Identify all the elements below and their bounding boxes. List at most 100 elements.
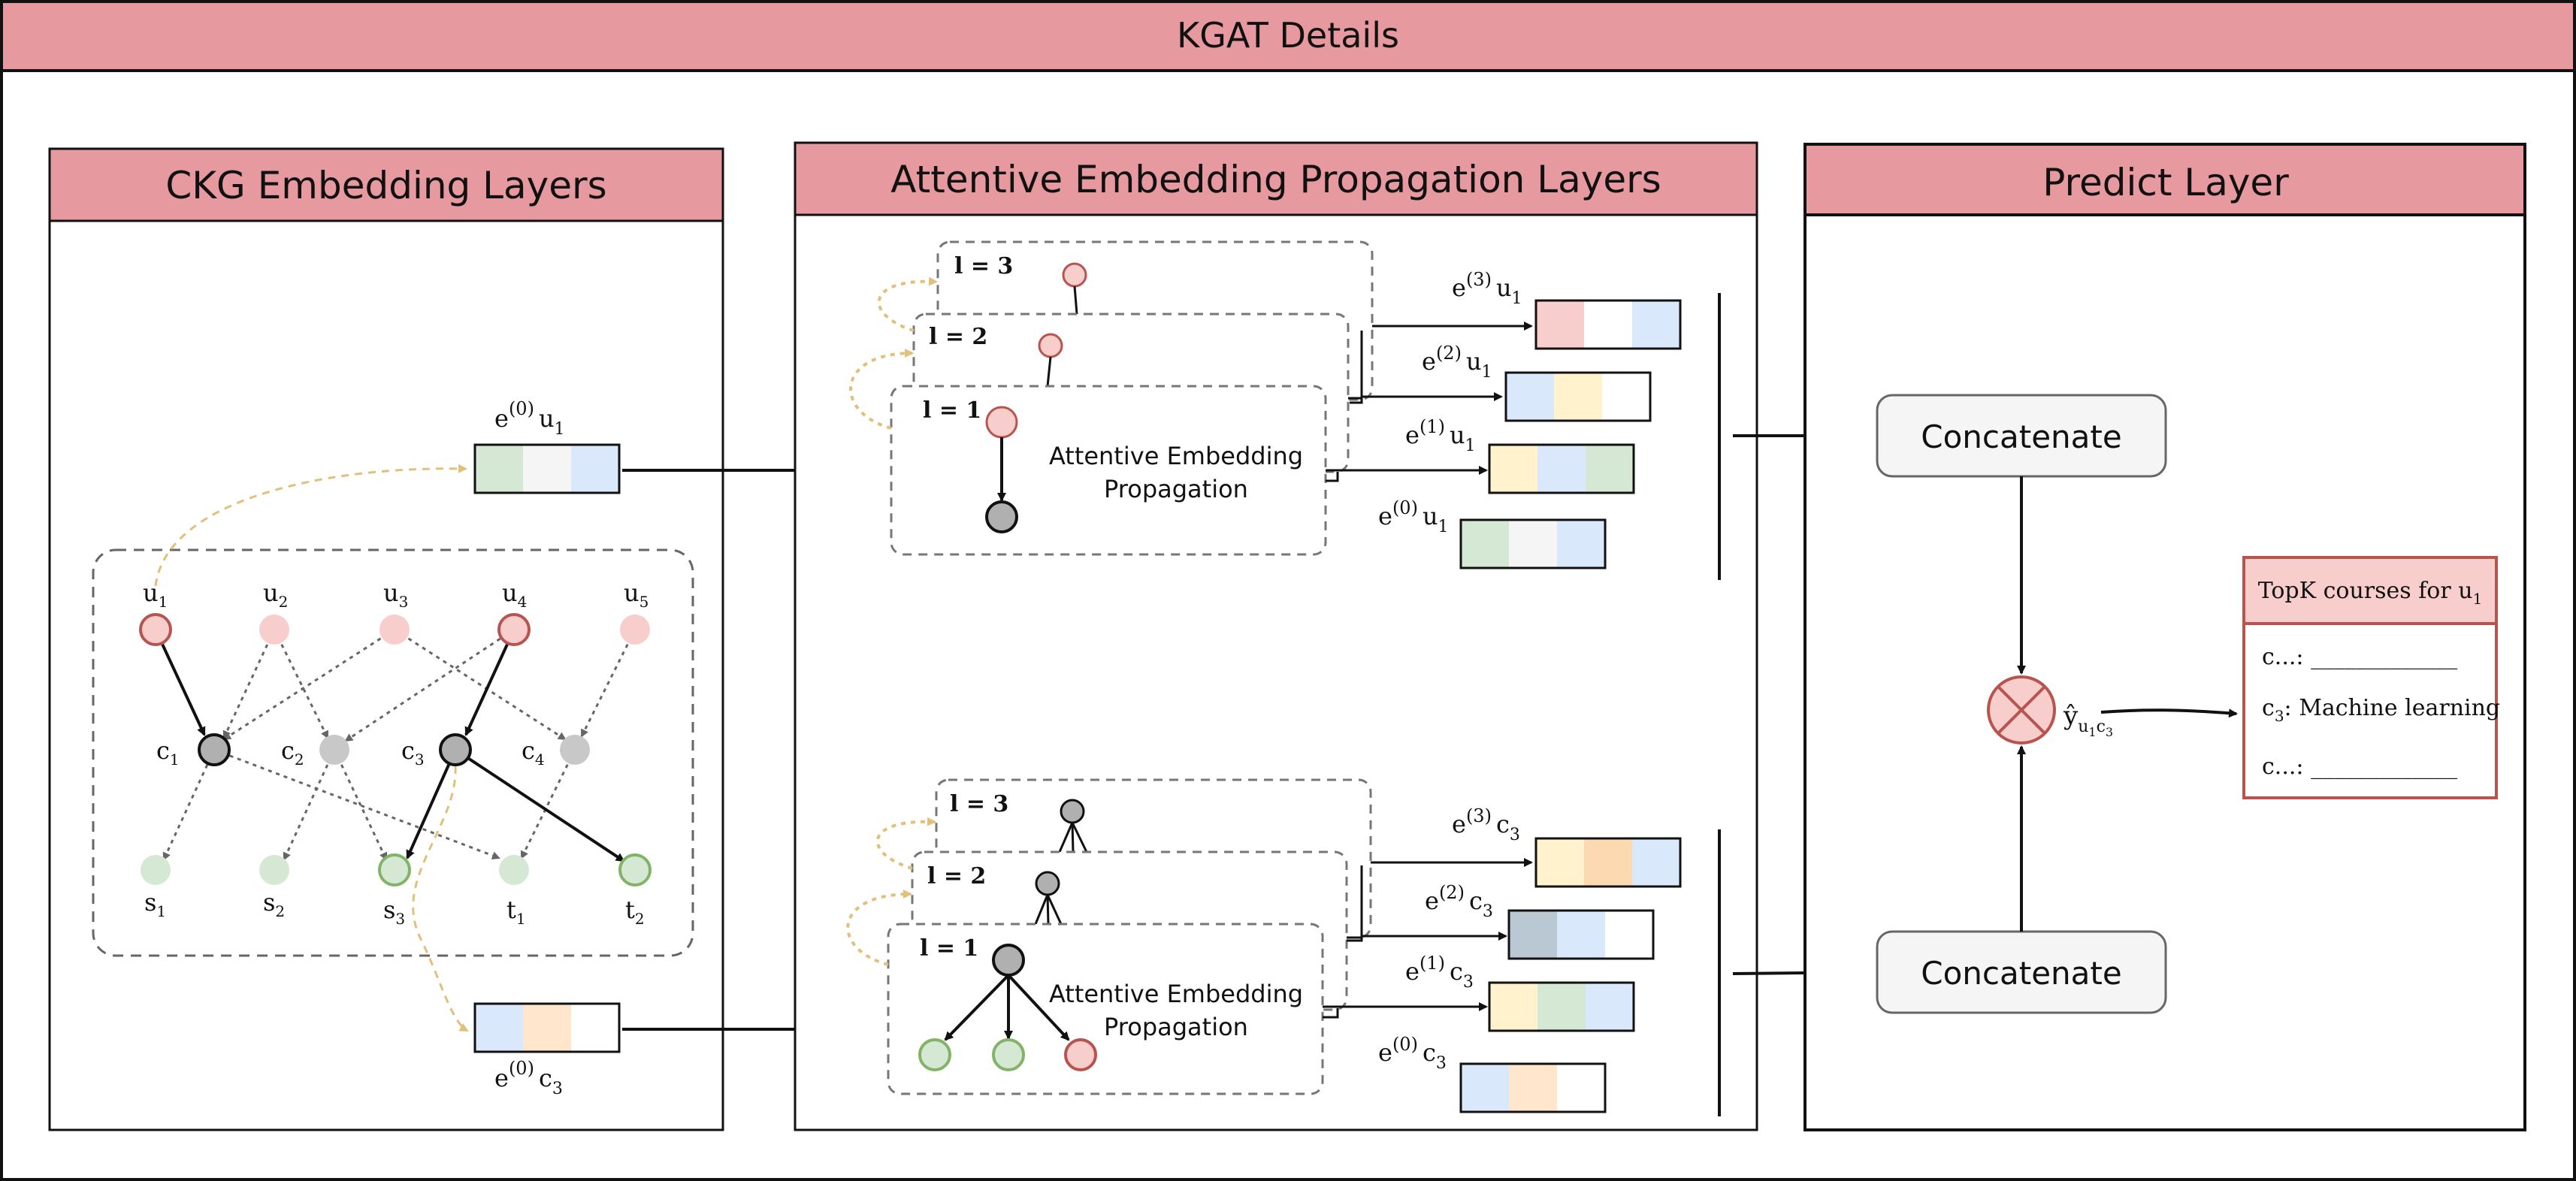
embedding-cell [1554, 373, 1602, 421]
svg-text:c4: c4 [522, 736, 545, 769]
embedding-bar [473, 1002, 621, 1053]
node-t1 [499, 855, 529, 885]
embedding-cell [1537, 983, 1586, 1031]
svg-text:t1: t1 [506, 896, 526, 928]
embedding-border [1459, 518, 1607, 569]
embedding-border [1488, 981, 1635, 1032]
embedding-cell [1536, 301, 1584, 349]
page-title: KGAT Details [1177, 15, 1399, 56]
embedding-cell [1461, 1064, 1509, 1112]
score-label: ŷu1c3 [2063, 701, 2113, 739]
svg-text:u2: u2 [263, 578, 288, 611]
embedding-cell [1509, 520, 1557, 568]
embedding-border [1534, 299, 1682, 350]
course-output-embeddings: e(3) c3 e(2) c3 e(1) c3 e(0) c3 [1378, 805, 1682, 1113]
course-propagation-stack: l = 3 l = 2 l = 1 Attentive Embedding Pr… [846, 778, 1372, 1095]
node-s1 [141, 855, 171, 885]
topk-item-1: c...: _____________ [2262, 644, 2457, 670]
svg-text:e(0)u1: e(0) u1 [494, 398, 565, 439]
embedding-border [1504, 371, 1652, 422]
user-propagation-stack: l = 3 l = 2 l = 1 Attentive Embedding Pr… [849, 240, 1374, 556]
svg-text:s2: s2 [263, 888, 285, 920]
svg-text:l = 2: l = 2 [929, 324, 987, 350]
embedding-bar [1534, 299, 1682, 350]
svg-text:e(1)c3: e(1) c3 [1405, 953, 1474, 992]
embedding-cell [571, 1004, 619, 1052]
embedding-bar [1507, 909, 1655, 960]
embedding-border [1488, 443, 1635, 494]
topk-item-2: c3: Machine learning [2262, 695, 2500, 725]
node-u2 [259, 615, 289, 645]
embedding-bar [1459, 1062, 1607, 1113]
svg-text:e(1)u1: e(1) u1 [1405, 416, 1476, 455]
svg-text:e(3)c3: e(3) c3 [1452, 805, 1520, 844]
svg-text:t2: t2 [625, 896, 645, 928]
embedding-cell [1586, 445, 1634, 493]
svg-text:l = 1: l = 1 [920, 935, 978, 962]
embedding-cell [1537, 445, 1586, 493]
svg-text:s3: s3 [383, 896, 405, 928]
node-u1 [139, 613, 172, 646]
svg-text:c2: c2 [281, 736, 304, 769]
embedding-bar [1534, 837, 1682, 888]
ckg-panel-header [48, 147, 724, 222]
input-user-embedding: e(0) u1 [473, 398, 621, 494]
svg-text:Attentive Embedding: Attentive Embedding [1049, 442, 1303, 470]
svg-text:c1: c1 [156, 736, 180, 769]
concatenate-course-label: Concatenate [1921, 955, 2121, 992]
predict-panel: Predict Layer Concatenate Concatenate ŷu… [1804, 143, 2526, 1131]
user-output-embeddings: e(3) u1 e(2) u1 e(1) u1 e(0) u1 [1378, 269, 1682, 569]
embedding-cell [1489, 983, 1537, 1031]
node-c2 [319, 735, 349, 765]
svg-text:u5: u5 [624, 578, 649, 611]
svg-text:e(0)u1: e(0) u1 [1378, 497, 1449, 536]
node-s2 [259, 855, 289, 885]
svg-text:l = 2: l = 2 [927, 863, 986, 890]
embedding-cell [1509, 911, 1557, 959]
ckg-solid-edges [154, 629, 625, 862]
embedding-cell [1536, 838, 1584, 887]
node-u3 [379, 615, 410, 645]
embedding-cell [475, 445, 523, 493]
product-operator-icon [1987, 675, 2056, 745]
input-course-embedding: e(0) c3 [473, 1002, 621, 1098]
svg-text:u4: u4 [502, 578, 527, 611]
embedding-cell [1509, 1064, 1557, 1112]
svg-text:u3: u3 [383, 578, 408, 611]
node-u5 [620, 615, 650, 645]
svg-text:e(3)u1: e(3) u1 [1452, 269, 1522, 308]
curve-c3-to-embedding [412, 766, 469, 1032]
embedding-cell [1584, 838, 1632, 887]
svg-text:e(2)c3: e(2) c3 [1425, 882, 1493, 921]
ckg-panel-title: CKG Embedding Layers [165, 164, 606, 207]
svg-text:e(0)c3: e(0) c3 [1378, 1034, 1447, 1073]
svg-text:Attentive Embedding: Attentive Embedding [1049, 980, 1303, 1008]
embedding-cell [571, 445, 619, 493]
aep-panel-title: Attentive Embedding Propagation Layers [890, 158, 1661, 201]
svg-text:s1: s1 [144, 888, 166, 920]
embedding-cell [1557, 911, 1605, 959]
embedding-cell [523, 1004, 571, 1052]
aep-panel-header [794, 141, 1758, 216]
embedding-bar [1488, 981, 1635, 1032]
svg-text:l = 3: l = 3 [954, 253, 1013, 279]
node-c1 [198, 733, 231, 766]
embedding-cell [1602, 373, 1650, 421]
embedding-bar [1459, 518, 1607, 569]
topk-title: TopK courses for u1 [2258, 578, 2483, 608]
embedding-cell [475, 1004, 523, 1052]
aep-panel: Attentive Embedding Propagation Layers l… [794, 141, 1758, 1131]
svg-text:c3: c3 [401, 736, 425, 769]
node-s3 [378, 853, 411, 887]
embedding-border [473, 1002, 621, 1053]
course-output-arrows [1323, 858, 1533, 1019]
node-u4 [497, 613, 531, 646]
embedding-border [1507, 909, 1655, 960]
svg-text:l = 3: l = 3 [950, 791, 1008, 817]
node-c3 [439, 733, 472, 766]
ckg-dotted-edges [162, 628, 636, 861]
embedding-bar [473, 443, 621, 494]
embedding-bar [1504, 371, 1652, 422]
predict-panel-header [1804, 143, 2526, 216]
